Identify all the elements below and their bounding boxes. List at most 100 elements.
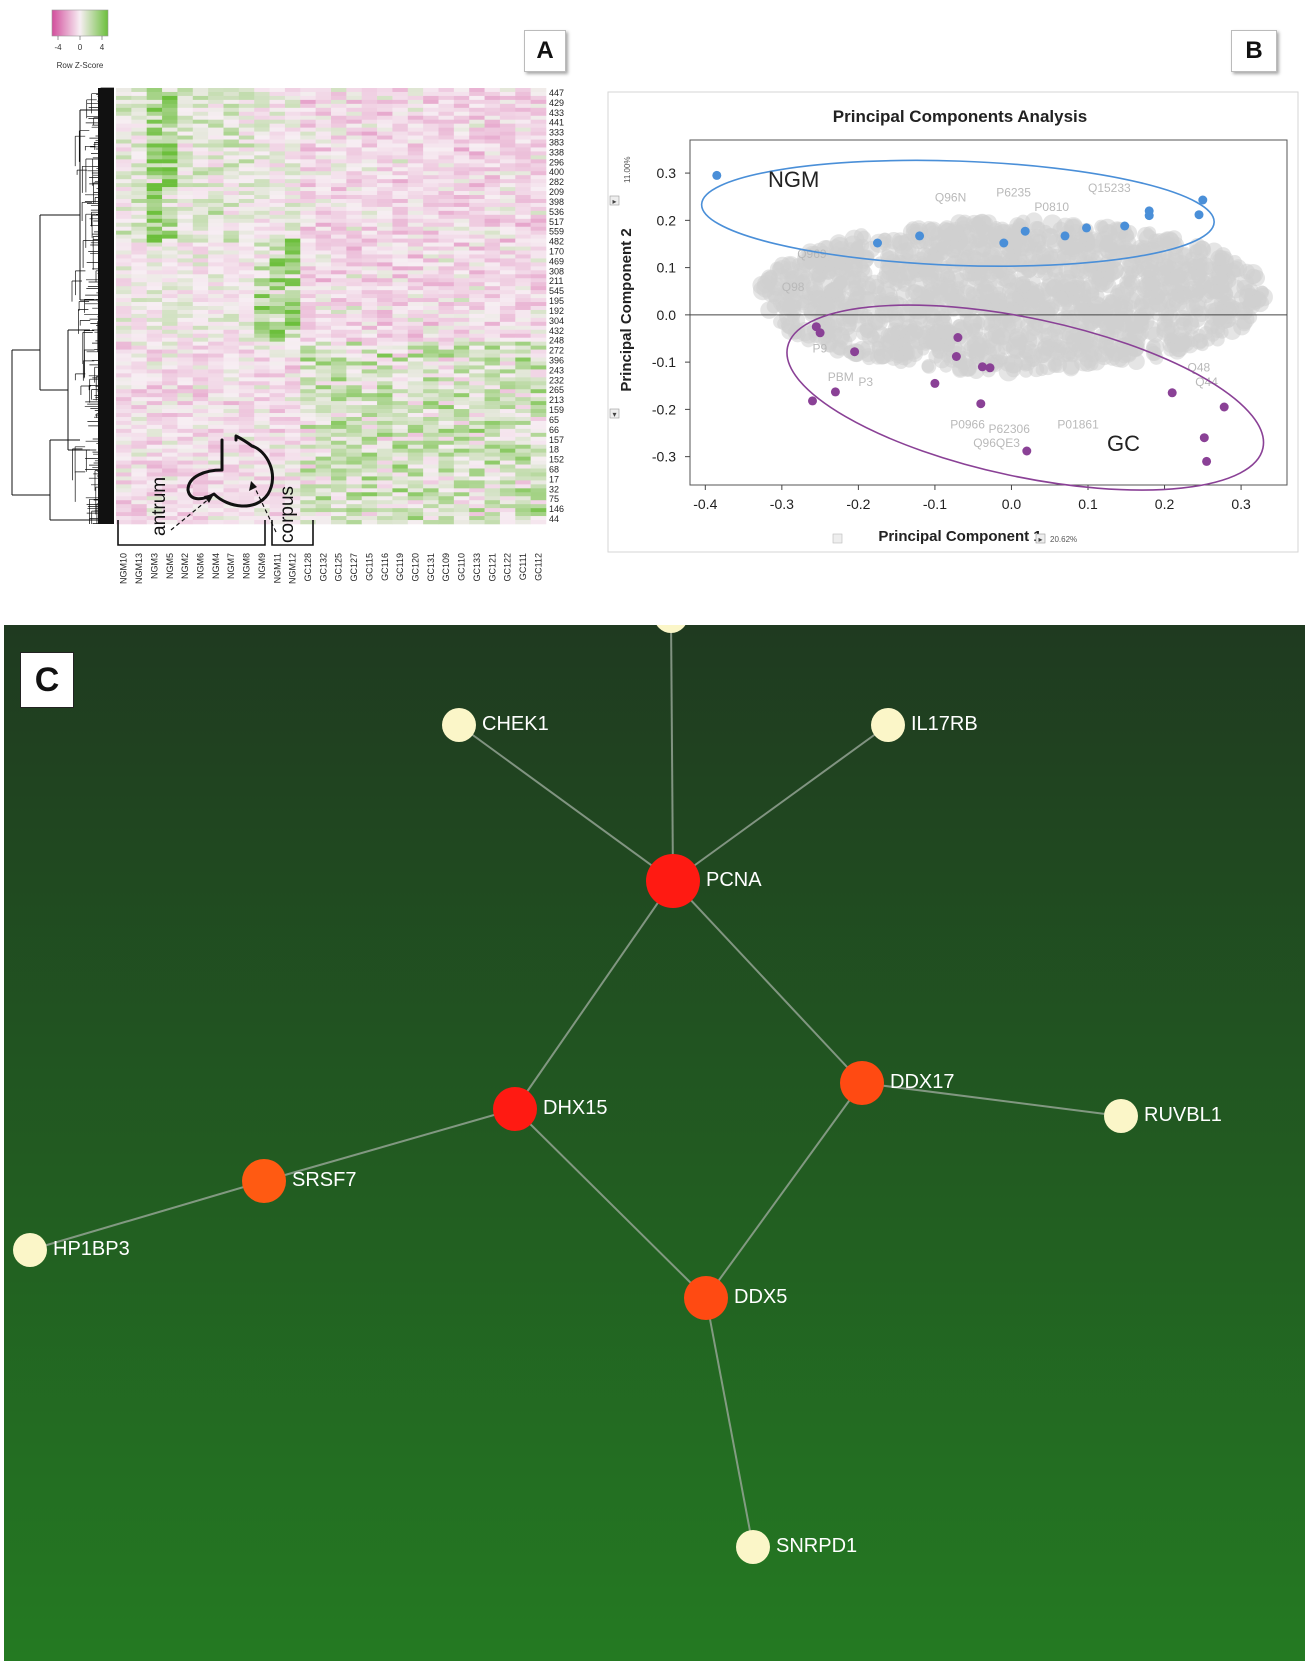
node-ruvbl1[interactable]: RUVBL1 [1104, 1099, 1222, 1133]
row-label: 65 [549, 415, 559, 425]
heatmap-cell [515, 159, 531, 164]
x-scroll-left-button[interactable] [832, 533, 843, 544]
node-ddx5[interactable]: DDX5 [684, 1276, 787, 1320]
node-circle[interactable] [840, 1061, 884, 1105]
heatmap-cell [346, 147, 363, 152]
heatmap-cell [438, 306, 455, 311]
heatmap-cell [131, 389, 148, 394]
heatmap-cell [131, 147, 148, 152]
heatmap-cell [484, 341, 501, 346]
heatmap-cell [300, 353, 316, 358]
heatmap-cell [162, 492, 178, 497]
background-protein-dot [1048, 358, 1062, 372]
node-eno1[interactable]: ENO1 [654, 625, 748, 633]
node-srsf7[interactable]: SRSF7 [242, 1159, 356, 1203]
heatmap-cell [392, 504, 409, 509]
heatmap-cell [208, 107, 224, 113]
heatmap-cell [131, 250, 148, 255]
heatmap-cell [269, 464, 286, 469]
background-protein-dot [944, 292, 961, 309]
y-scroll-up-button[interactable] [609, 408, 620, 419]
legend-title: Row Z-Score [57, 61, 104, 70]
heatmap-cell [377, 91, 393, 97]
node-hp1bp3[interactable]: HP1BP3 [13, 1233, 130, 1267]
heatmap-cell [484, 246, 501, 251]
heatmap-cell [469, 155, 485, 160]
heatmap-cell [407, 309, 424, 315]
heatmap-cell [392, 218, 409, 224]
node-circle[interactable] [13, 1233, 47, 1267]
heatmap-cell [407, 214, 424, 220]
chevron-down-icon[interactable]: ▾ [612, 410, 616, 419]
heatmap-cell [208, 448, 224, 453]
heatmap-cell [453, 274, 470, 279]
node-il17rb[interactable]: IL17RB [871, 708, 978, 742]
heatmap-cell [469, 345, 485, 350]
node-dhx15[interactable]: DHX15 [493, 1087, 607, 1131]
heatmap-cell [254, 321, 270, 327]
heatmap-cell [361, 436, 378, 442]
heatmap-cell [407, 472, 424, 477]
heatmap-cell [116, 405, 132, 410]
heatmap-cell [238, 306, 255, 311]
heatmap-cell [146, 179, 163, 184]
heatmap-cell [530, 143, 547, 148]
row-label: 68 [549, 465, 559, 475]
heatmap-cell [208, 401, 224, 406]
heatmap-cell [377, 381, 393, 386]
heatmap-cell [177, 405, 194, 410]
node-chek1[interactable]: CHEK1 [442, 708, 549, 742]
heatmap-cell [223, 202, 240, 208]
heatmap-cell [530, 163, 547, 168]
heatmap-cell [377, 504, 393, 509]
node-circle[interactable] [242, 1159, 286, 1203]
heatmap-cell [192, 452, 209, 457]
node-ddx17[interactable]: DDX17 [840, 1061, 954, 1105]
y-scroll-down-button[interactable] [609, 195, 620, 206]
node-circle[interactable] [871, 708, 905, 742]
heatmap-cell [269, 500, 286, 505]
heatmap-cell [131, 409, 148, 414]
chevron-right-icon[interactable]: ▸ [612, 197, 616, 206]
node-circle[interactable] [654, 625, 688, 633]
heatmap-cell [377, 278, 393, 283]
heatmap-cell [515, 401, 531, 406]
heatmap-cell [423, 151, 439, 156]
heatmap-cell [499, 226, 516, 231]
heatmap-cell [361, 187, 378, 192]
heatmap-cell [515, 91, 531, 97]
heatmap-cell [392, 131, 409, 136]
heatmap-cell [453, 377, 470, 382]
heatmap-cell [208, 143, 224, 148]
heatmap-cell [162, 504, 178, 509]
heatmap-cell [315, 119, 332, 124]
heatmap-cell [162, 246, 178, 251]
heatmap-cell [469, 349, 485, 354]
heatmap-cell [208, 306, 224, 311]
heatmap-cell [407, 401, 424, 406]
node-pcna[interactable]: PCNA [646, 854, 762, 908]
node-circle[interactable] [646, 854, 700, 908]
heatmap-cell [208, 282, 224, 287]
heatmap-cell [208, 171, 224, 176]
background-protein-dot [1183, 285, 1197, 299]
group-ellipses [700, 159, 1265, 491]
x-scroll-right-button[interactable] [1035, 533, 1046, 544]
heatmap-cell [269, 409, 286, 414]
node-circle[interactable] [493, 1087, 537, 1131]
heatmap-cell [146, 91, 163, 97]
chevron-right-icon[interactable]: ▸ [1038, 535, 1042, 544]
heatmap-cell [223, 345, 240, 350]
node-snrpd1[interactable]: SNRPD1 [736, 1530, 857, 1564]
heatmap-cell [453, 302, 470, 307]
background-protein-dot [1124, 299, 1138, 312]
heatmap-cell [407, 127, 424, 132]
node-circle[interactable] [442, 708, 476, 742]
heatmap-cell [407, 516, 424, 521]
heatmap-cell [515, 294, 531, 299]
node-circle[interactable] [1104, 1099, 1138, 1133]
heatmap-cell [223, 476, 240, 481]
heatmap-cell [269, 385, 286, 390]
node-circle[interactable] [736, 1530, 770, 1564]
node-circle[interactable] [684, 1276, 728, 1320]
